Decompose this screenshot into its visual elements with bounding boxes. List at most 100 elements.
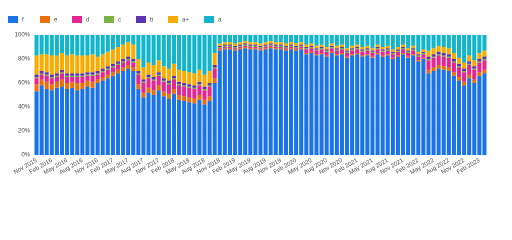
bar-segment <box>207 86 212 97</box>
bar-segment <box>329 45 334 47</box>
bar-segment <box>355 44 360 47</box>
bar-segment <box>44 81 49 89</box>
bar-segment <box>151 77 156 80</box>
bar-segment <box>222 48 227 50</box>
bar-segment <box>80 35 85 56</box>
bar-segment <box>258 49 263 51</box>
bar-segment <box>243 35 248 41</box>
bar-segment <box>161 35 166 67</box>
bar-segment <box>395 49 400 51</box>
bar-segment <box>44 75 49 82</box>
bar-segment <box>141 81 146 83</box>
bar-segment <box>482 35 487 51</box>
bar-segment <box>212 68 217 79</box>
bar-segment <box>339 48 344 50</box>
bar-segment <box>39 74 44 80</box>
bar-segment <box>171 75 177 79</box>
bar-segment <box>258 35 263 44</box>
legend-swatch <box>104 16 114 23</box>
bar-segment <box>411 49 416 51</box>
bar-segment <box>406 35 411 49</box>
bar-segment <box>59 86 65 155</box>
bar-segment <box>344 50 350 52</box>
bar-segment <box>187 97 192 103</box>
bar-segment <box>121 71 126 155</box>
bar-segment <box>85 86 90 155</box>
bar-segment <box>375 35 380 45</box>
bar-segment <box>299 49 304 155</box>
bar-segment <box>395 51 400 56</box>
bar-segment <box>324 35 329 47</box>
bar-segment <box>467 74 472 79</box>
bar-segment <box>441 47 446 53</box>
bar-segment <box>441 35 446 47</box>
bar-segment <box>446 67 451 71</box>
bar-segment <box>472 60 477 67</box>
bar-segment <box>197 99 202 155</box>
bar-segment <box>390 51 395 53</box>
bar-segment <box>319 48 324 50</box>
bar-segment <box>390 35 395 50</box>
bar-segment <box>289 49 294 155</box>
bar-segment <box>289 42 294 45</box>
bar-segment <box>192 98 197 104</box>
bar-segment <box>441 69 446 155</box>
bar-segment <box>141 92 146 98</box>
bar-segment <box>136 89 141 155</box>
bar-segment <box>34 84 39 92</box>
bar-segment <box>304 53 309 55</box>
bar-segment <box>253 45 258 47</box>
bar-segment <box>171 78 177 80</box>
bar-segment <box>80 55 85 74</box>
bar-segment <box>100 80 105 155</box>
legend-label: a+ <box>182 18 189 24</box>
bar-segment <box>283 49 288 51</box>
bar-segment <box>136 71 141 74</box>
bar-segment <box>375 48 380 50</box>
bar-segment <box>355 35 360 45</box>
bar-segment <box>243 45 248 47</box>
bar-segment <box>462 35 467 63</box>
y-tick-label: 20% <box>18 129 31 135</box>
bar-segment <box>365 49 370 51</box>
bar-segment <box>100 71 105 73</box>
bar-segment <box>283 48 288 50</box>
legend-label: c <box>118 18 121 24</box>
bar-segment <box>446 71 451 155</box>
bar-segment <box>141 67 146 80</box>
bar-segment <box>131 35 136 45</box>
bar-segment <box>472 69 477 80</box>
bar-segment <box>451 72 456 76</box>
bar-segment <box>278 49 283 155</box>
bar-segment <box>258 48 263 50</box>
bar-segment <box>207 71 212 83</box>
bar-segment <box>411 45 416 49</box>
bar-segment <box>289 35 294 43</box>
bar-segment <box>222 44 227 46</box>
bar-segment <box>268 44 273 46</box>
bar-segment <box>344 51 350 53</box>
bar-segment <box>161 80 166 82</box>
bar-segment <box>456 67 462 77</box>
bar-segment <box>171 35 177 64</box>
bar-segment <box>456 63 462 67</box>
bar-segment <box>467 35 472 56</box>
bar-segment <box>90 81 95 88</box>
bar-segment <box>395 55 400 57</box>
bar-segment <box>319 54 324 156</box>
bar-segment <box>44 35 49 55</box>
bar-segment <box>329 51 334 53</box>
bar-segment <box>90 72 95 75</box>
bar-segment <box>289 48 294 50</box>
bar-segment <box>375 47 380 49</box>
bar-segment <box>217 45 222 47</box>
bar-segment <box>289 44 294 46</box>
bar-segment <box>446 35 451 49</box>
bar-segment <box>75 83 80 91</box>
bar-segment <box>187 102 192 155</box>
bar-segment <box>431 57 436 68</box>
bar-segment <box>34 74 39 77</box>
bar-segment <box>477 53 482 59</box>
bar-segment <box>436 65 441 69</box>
bar-segment <box>171 63 177 76</box>
